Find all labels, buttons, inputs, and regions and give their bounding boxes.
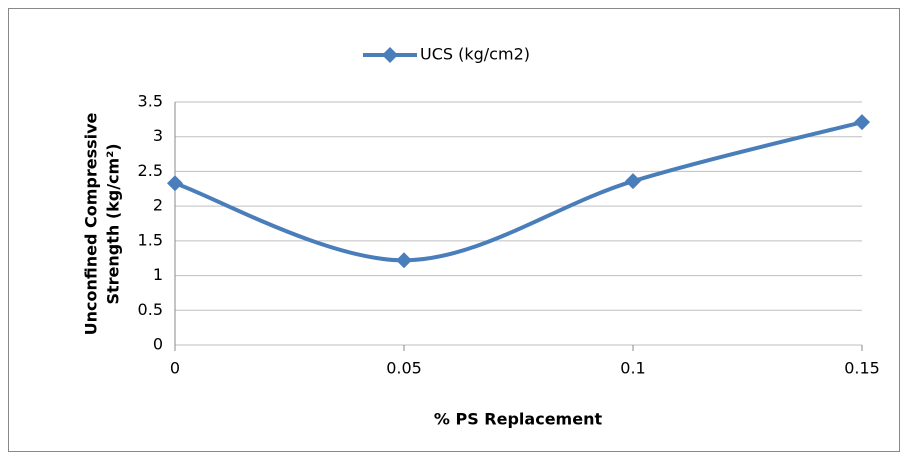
y-tick-label: 2	[153, 196, 163, 215]
y-axis-label-line: Strength (kg/cm²)	[104, 143, 123, 304]
point-marker	[396, 252, 412, 269]
y-tick-label: 2.5	[138, 161, 163, 180]
y-tick-label: 1.5	[138, 230, 163, 249]
legend-label: UCS (kg/cm2)	[420, 45, 530, 64]
y-axis-label-line: Unconfined Compressive	[82, 112, 101, 335]
y-tick-label: 3.5	[138, 92, 163, 111]
series-line	[174, 120, 863, 263]
legend-marker	[382, 47, 398, 63]
chart-border	[8, 8, 900, 452]
x-tick-label: 0	[170, 359, 180, 378]
x-axis-label: % PS Replacement	[434, 410, 603, 429]
point-marker	[854, 114, 870, 131]
point-marker	[625, 173, 641, 190]
point-marker	[167, 175, 183, 192]
y-axis-label: Unconfined Compressive Strength (kg/cm²)	[82, 112, 123, 335]
y-tick-label: 3	[153, 126, 163, 145]
x-tick-label: 0.1	[620, 359, 645, 378]
y-tick-label: 0	[153, 335, 163, 354]
y-tick-label: 1	[153, 265, 163, 284]
x-tick-label: 0.15	[844, 359, 880, 378]
x-tick-label: 0.05	[386, 359, 422, 378]
y-tick-label: 0.5	[138, 300, 163, 319]
